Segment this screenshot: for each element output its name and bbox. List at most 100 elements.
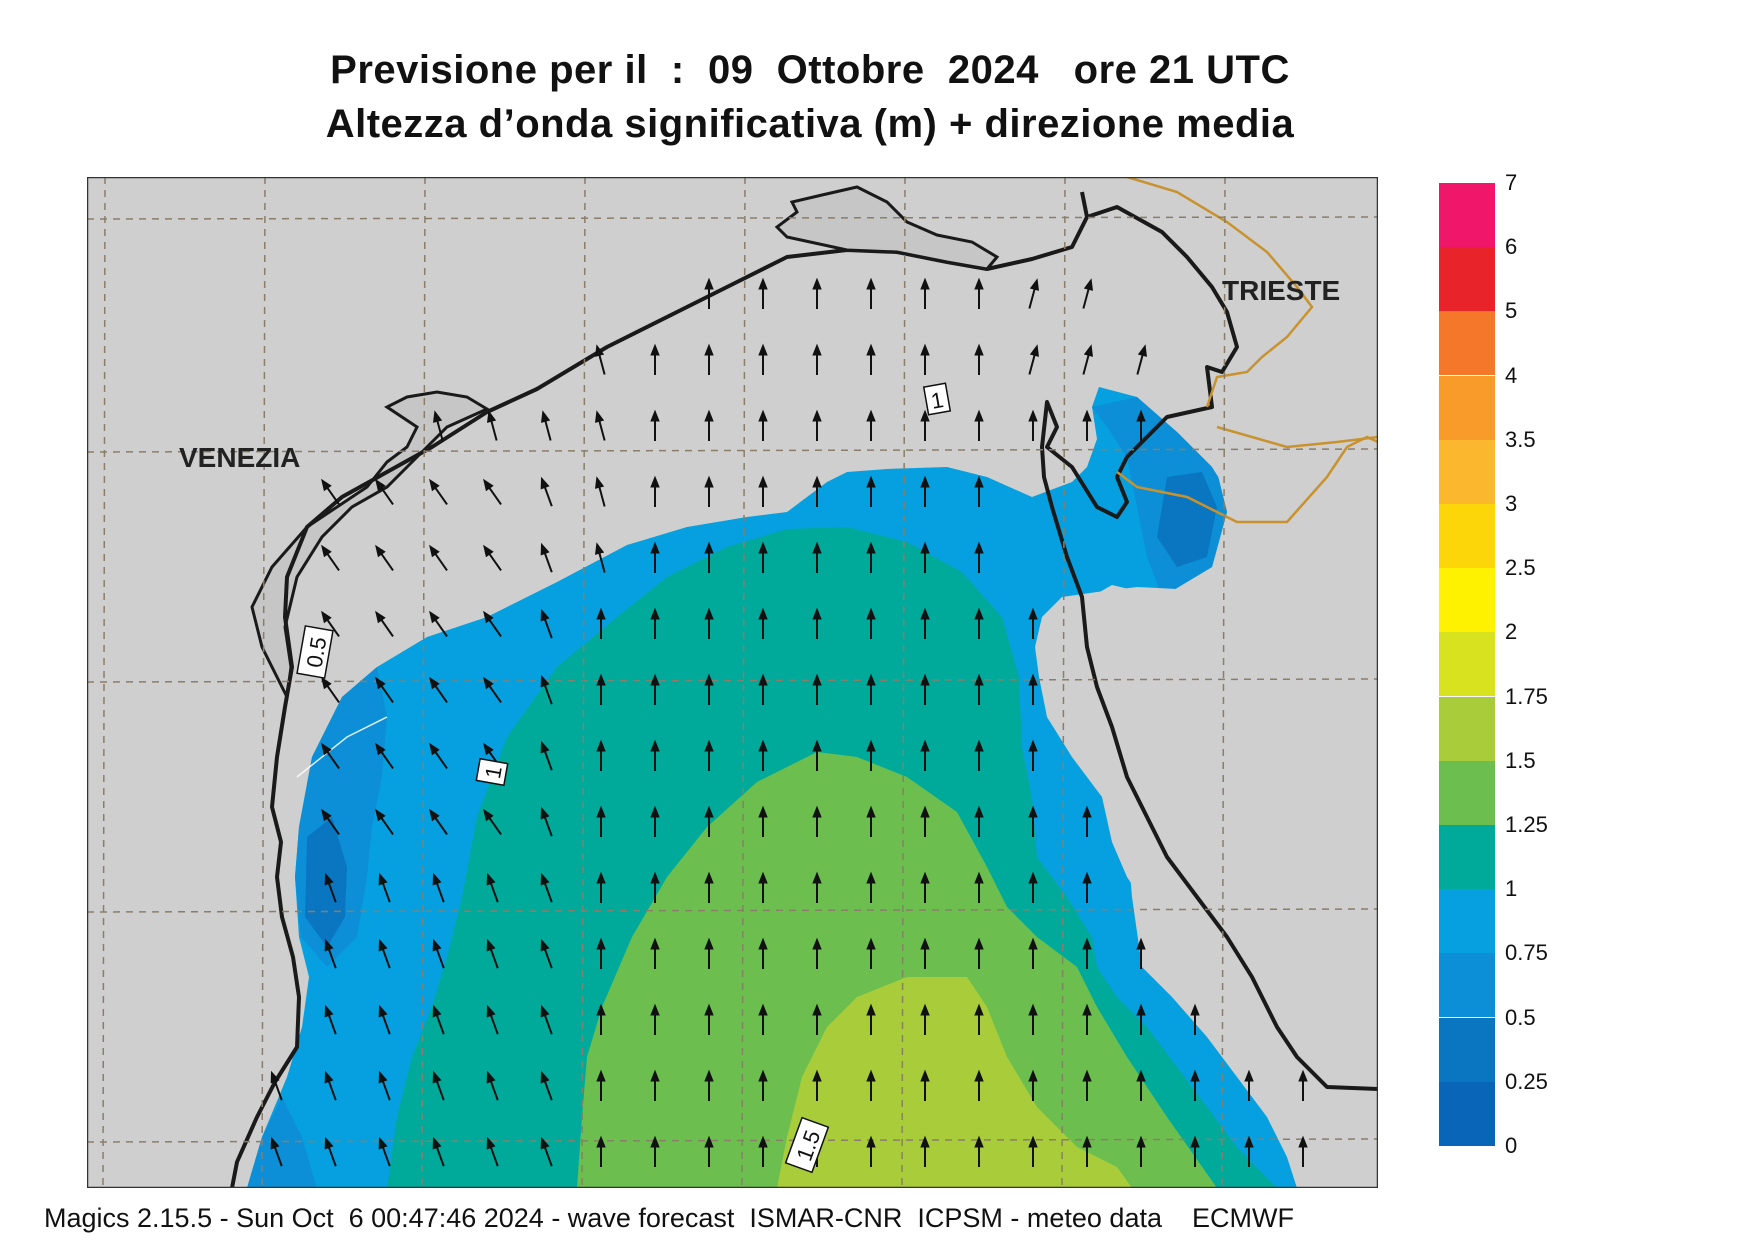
legend-label: 4	[1505, 362, 1518, 388]
arrow-mark	[540, 1070, 553, 1101]
arrow-mark	[866, 607, 876, 639]
arrow-mark	[1028, 871, 1038, 903]
arrow-mark	[432, 872, 445, 903]
arrow-mark	[920, 871, 930, 903]
arrow-mark	[866, 277, 876, 309]
arrow-mark	[758, 1069, 768, 1101]
arrow-mark	[1028, 937, 1038, 969]
arrow-mark	[378, 1004, 391, 1035]
arrow-mark	[974, 739, 984, 771]
arrow-mark	[596, 1135, 606, 1167]
arrow-mark	[704, 1135, 714, 1167]
land-east	[1035, 527, 1378, 1087]
arrow-mark	[375, 808, 394, 836]
wave-direction-arrows	[270, 277, 1308, 1167]
contour-label-05-text: 0.5	[302, 635, 332, 669]
arrow-mark	[321, 544, 340, 572]
arrow-mark	[540, 806, 553, 837]
regional-border	[1116, 435, 1378, 524]
arrow-mark	[866, 739, 876, 771]
arrow-mark	[486, 938, 499, 969]
arrow-mark	[483, 478, 502, 506]
arrow-mark	[920, 277, 930, 309]
legend-swatch	[1439, 183, 1495, 247]
legend-swatch	[1439, 889, 1495, 954]
arrow-mark	[758, 871, 768, 903]
arrow-mark	[432, 938, 445, 969]
arrow-mark	[974, 937, 984, 969]
arrow-mark	[650, 1135, 660, 1167]
arrow-mark	[650, 607, 660, 639]
arrow-mark	[429, 808, 448, 836]
legend-label: 1.75	[1505, 683, 1548, 709]
arrow-mark	[650, 805, 660, 837]
arrow-mark	[650, 1069, 660, 1101]
legend-label: 1.25	[1505, 812, 1548, 837]
arrow-mark	[594, 542, 606, 573]
arrow-mark	[483, 676, 502, 704]
arrow-mark	[1298, 1135, 1308, 1167]
arrow-mark	[974, 277, 984, 309]
arrow-mark	[270, 1136, 283, 1167]
contour-lines	[296, 716, 388, 778]
arrow-mark	[704, 1003, 714, 1035]
legend-swatch	[1439, 568, 1495, 633]
arrow-mark	[1082, 409, 1092, 441]
arrow-mark	[321, 478, 340, 506]
arrow-mark	[812, 277, 822, 309]
arrow-mark	[324, 1136, 337, 1167]
legend-swatch	[1439, 1081, 1495, 1146]
legend-swatch	[1439, 696, 1495, 761]
arrow-mark	[1082, 1069, 1092, 1101]
land-south-east	[1327, 1087, 1378, 1137]
arrow-mark	[1136, 409, 1146, 441]
arrow-mark	[540, 1004, 553, 1035]
arrow-mark	[704, 673, 714, 705]
arrow-mark	[974, 805, 984, 837]
arrow-mark	[1028, 607, 1038, 639]
arrow-mark	[1082, 278, 1094, 309]
arrow-mark	[974, 1069, 984, 1101]
arrow-mark	[429, 544, 448, 572]
arrow-mark	[1298, 1069, 1308, 1101]
arrow-mark	[540, 674, 553, 705]
arrow-mark	[920, 607, 930, 639]
legend-swatch	[1439, 311, 1495, 376]
arrow-mark	[704, 343, 714, 375]
sea-band-125-15	[577, 752, 1217, 1188]
arrow-mark	[812, 409, 822, 441]
arrow-mark	[1028, 344, 1040, 375]
legend-swatch	[1439, 1017, 1495, 1082]
arrow-mark	[704, 937, 714, 969]
arrow-mark	[432, 1070, 445, 1101]
arrow-mark	[1028, 409, 1038, 441]
legend-swatch	[1439, 760, 1495, 825]
arrow-mark	[1190, 1003, 1200, 1035]
arrow-mark	[483, 808, 502, 836]
arrow-mark	[812, 739, 822, 771]
legend-swatch	[1439, 247, 1495, 312]
arrow-mark	[321, 676, 340, 704]
place-label-trieste: TRIESTE	[1222, 275, 1340, 306]
arrow-mark	[812, 607, 822, 639]
legend-label: 1	[1505, 876, 1518, 902]
legend-label: 3	[1505, 491, 1518, 516]
arrow-mark	[486, 410, 498, 441]
arrow-mark	[920, 475, 930, 507]
contour-label-1-west-text: 1	[480, 764, 507, 780]
arrow-mark	[429, 742, 448, 770]
arrow-mark	[866, 541, 876, 573]
arrow-mark	[324, 1070, 337, 1101]
arrow-mark	[758, 343, 768, 375]
arrow-mark	[974, 1135, 984, 1167]
arrow-mark	[974, 1003, 984, 1035]
arrow-mark	[540, 1136, 553, 1167]
arrow-mark	[1082, 1135, 1092, 1167]
arrow-mark	[540, 410, 552, 441]
arrow-mark	[866, 1135, 876, 1167]
arrow-mark	[486, 872, 499, 903]
arrow-mark	[375, 742, 394, 770]
arrow-mark	[594, 344, 606, 375]
arrow-mark	[1136, 344, 1148, 375]
arrow-mark	[1190, 1069, 1200, 1101]
